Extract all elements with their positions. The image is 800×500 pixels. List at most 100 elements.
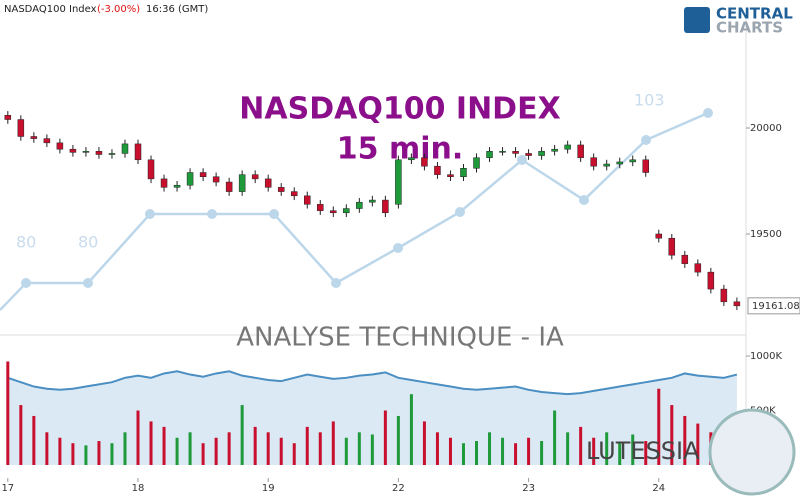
candle-body — [95, 151, 103, 155]
volume-bar — [566, 432, 570, 465]
volume-bar — [618, 443, 622, 465]
volume-bar — [631, 434, 635, 465]
candle-body — [108, 153, 116, 155]
symbol: NASDAQ100 Index — [4, 4, 97, 15]
volume-line — [7, 370, 738, 396]
x-tick-label: 22 — [392, 483, 405, 494]
volume-bar — [409, 394, 413, 465]
candle-body — [538, 151, 545, 156]
volume-bar — [435, 432, 439, 465]
volume-bar — [488, 432, 492, 465]
x-tick-label: 18 — [132, 483, 145, 494]
header-bar — [0, 0, 800, 18]
volume-bar — [201, 443, 205, 465]
volume-bar — [84, 445, 88, 465]
candle-body — [317, 204, 324, 211]
volume-bar — [97, 441, 101, 465]
watermark-title: ANALYSE TECHNIQUE - IA — [236, 323, 564, 353]
volume-bar — [71, 443, 75, 465]
volume-bar — [253, 426, 257, 465]
volume-bar — [175, 437, 179, 465]
candle-body — [356, 201, 363, 209]
candle-body — [212, 176, 220, 183]
volume-bar — [370, 434, 374, 465]
candle-body — [147, 159, 155, 180]
volume-bar — [383, 410, 387, 465]
chart-title: NASDAQ100 INDEX — [239, 92, 560, 127]
volume-bar — [514, 443, 518, 465]
candle-body — [160, 178, 168, 188]
x-tick-label: 17 — [1, 483, 14, 494]
change: (-3.00%) — [97, 4, 140, 15]
last-price-box — [747, 297, 800, 315]
volume-bar — [162, 426, 166, 465]
candle-body — [629, 159, 636, 163]
volume-bar — [553, 410, 557, 465]
candle-body — [56, 142, 64, 150]
candle-body — [577, 144, 584, 158]
candle-body — [434, 165, 441, 175]
y-tick-label: 19500 — [750, 229, 782, 240]
candle-body — [382, 199, 389, 214]
candle-body — [43, 138, 51, 144]
volume-bar — [592, 437, 596, 465]
volume-bar — [396, 415, 400, 465]
volume-bar — [45, 432, 49, 465]
indicator-label: 80 — [78, 233, 98, 252]
volume-bar — [240, 405, 244, 465]
candle-body — [186, 172, 194, 186]
indicator-label: 80 — [16, 233, 36, 252]
candle-body — [668, 237, 676, 256]
x-tick-label: 24 — [652, 483, 665, 494]
candle-body — [694, 263, 702, 273]
v-tick-label: 1000K — [750, 351, 782, 362]
candle-body — [603, 163, 610, 167]
volume-bar — [58, 437, 62, 465]
volume-bar — [475, 441, 479, 465]
volume-bar — [448, 437, 452, 465]
time: 16:36 (GMT) — [146, 4, 208, 15]
volume-bar — [136, 410, 140, 465]
brand: LUTESSIA — [586, 437, 700, 465]
volume-bar — [32, 415, 36, 465]
candle-body — [447, 174, 454, 178]
candle-body — [251, 174, 259, 180]
candle-body — [199, 172, 207, 178]
candle-body — [173, 184, 181, 188]
candle-body — [369, 199, 376, 203]
volume-bar — [644, 441, 648, 465]
volume-bar — [579, 426, 583, 465]
candle-body — [4, 115, 12, 120]
volume-bar — [605, 432, 609, 465]
logo-icon — [684, 7, 710, 33]
candle-body — [395, 159, 402, 205]
volume-bar — [318, 432, 322, 465]
volume-bar — [305, 426, 309, 465]
candle-body — [30, 136, 38, 139]
candle-body — [238, 174, 246, 192]
candle-body — [330, 210, 337, 214]
volume-bar — [227, 432, 231, 465]
candle-body — [707, 271, 715, 290]
volume-bar — [188, 432, 192, 465]
candle-body — [134, 143, 142, 161]
volume-bar — [149, 421, 153, 465]
x-tick-label: 23 — [522, 483, 535, 494]
candle-body — [343, 208, 350, 214]
volume-bar — [357, 432, 361, 465]
candle-body — [421, 157, 428, 167]
logo-line2: CHARTS — [716, 19, 783, 37]
volume-bar — [292, 443, 296, 465]
volume-bar — [657, 388, 661, 465]
candle-body — [225, 181, 233, 192]
candle-body — [290, 191, 298, 197]
indicator-dots — [21, 108, 713, 288]
candle-body — [264, 178, 272, 188]
volume-bar — [527, 437, 531, 465]
candle-body — [525, 153, 532, 156]
candle-body — [17, 119, 25, 137]
logo-line1: CENTRAL — [716, 5, 793, 23]
candle-body — [512, 151, 519, 154]
volume-bar — [540, 441, 544, 465]
